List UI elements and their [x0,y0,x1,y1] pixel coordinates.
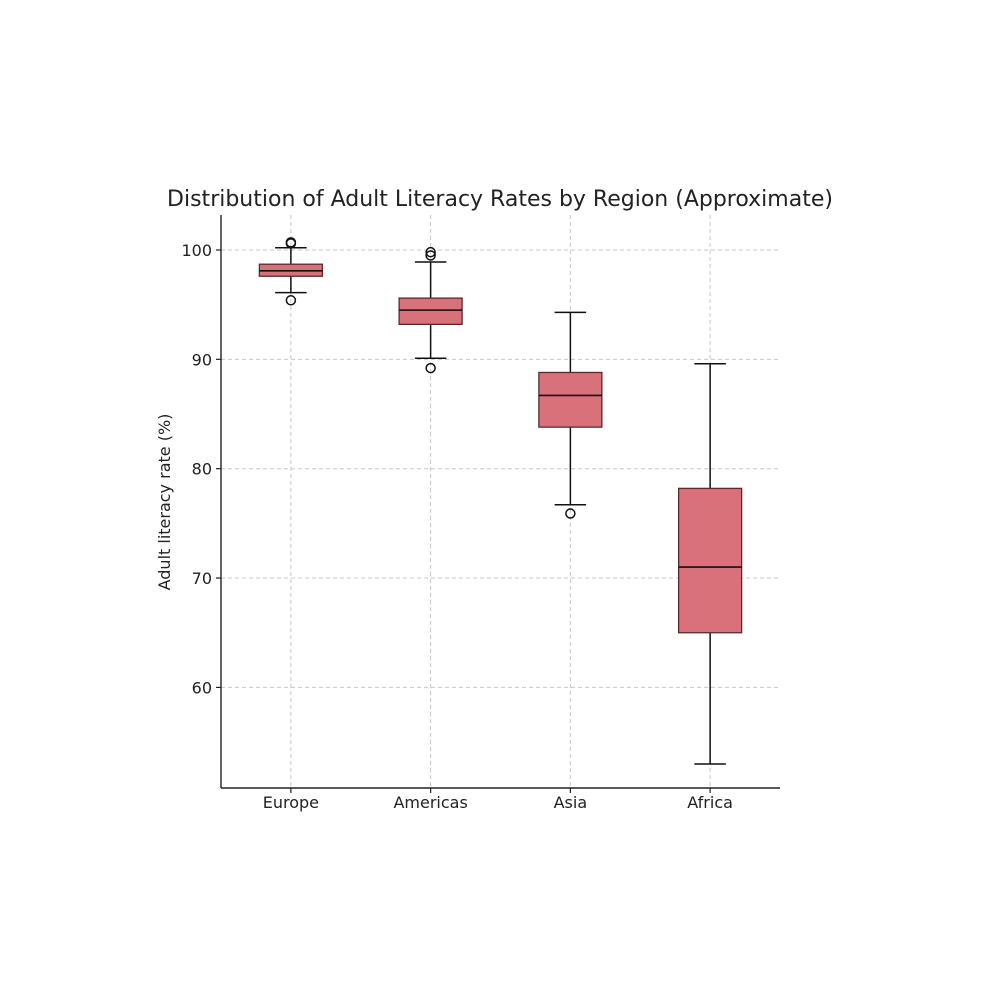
chart-title: Distribution of Adult Literacy Rates by … [167,187,833,212]
axis-layer: 60 70 80 90 100 Europe Americas Asia Africa [181,215,780,812]
outlier-point [285,237,297,248]
outlier-point [425,362,436,374]
y-axis-label: Adult literacy rate (%) [155,414,174,591]
x-tick-label-europe: Europe [263,793,319,812]
iqr-box [538,371,603,428]
y-tick-label: 60 [192,678,212,697]
y-tick-label: 100 [181,241,212,260]
y-tick-label: 70 [192,569,212,588]
x-tick-label-asia: Asia [554,793,588,812]
outlier-point [425,250,436,261]
box-group-europe [258,237,324,306]
x-tick-label-americas: Americas [393,793,467,812]
outlier-point [425,246,436,258]
box-group-asia [538,311,603,519]
y-tick-label: 90 [192,350,212,369]
iqr-box [398,297,463,326]
outlier-point [285,295,297,306]
iqr-box [677,487,743,634]
outlier-point [565,508,576,519]
box-group-americas [398,246,463,374]
y-tick-label: 80 [192,460,212,479]
box-group-africa [677,362,743,765]
box-layer [258,237,743,765]
x-tick-label-africa: Africa [687,793,733,812]
